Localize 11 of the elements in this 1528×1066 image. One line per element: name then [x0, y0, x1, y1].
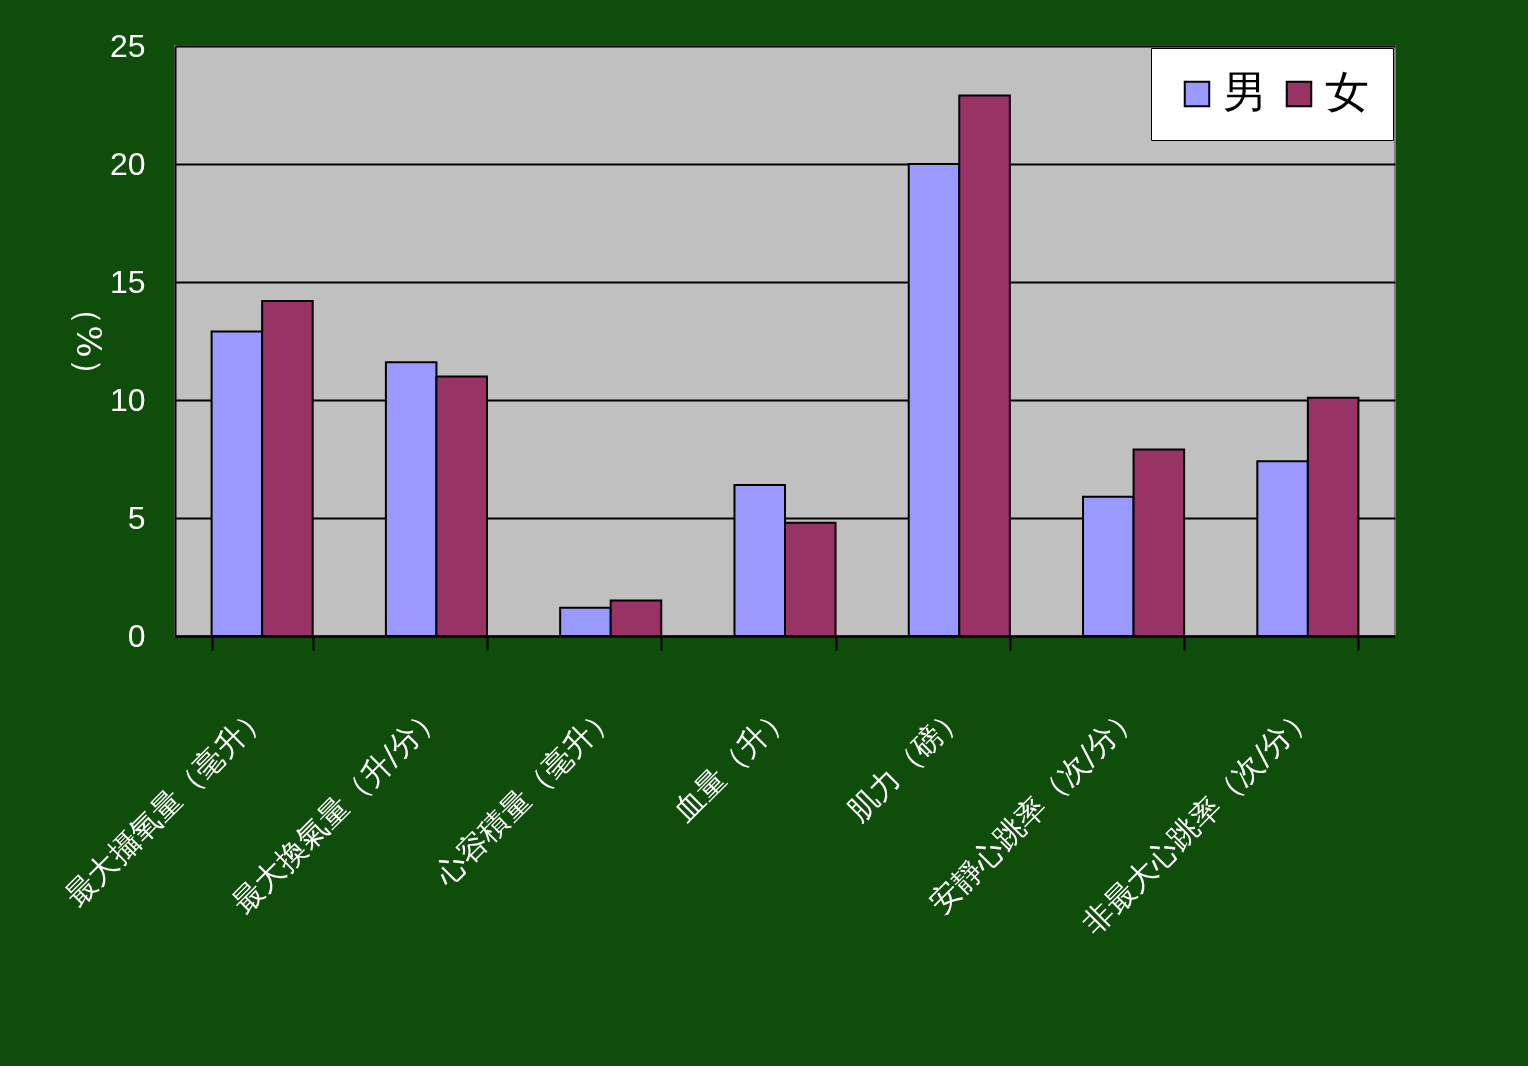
x-tick-label: 血量（升） [666, 697, 797, 828]
y-tick-label: 20 [109, 145, 146, 182]
y-axis-title: （%） [68, 291, 109, 392]
legend-label: 女 [1325, 66, 1369, 117]
x-tick-label: 肌力（磅） [840, 697, 972, 828]
y-tick-label: 0 [127, 617, 146, 654]
y-tick-label: 5 [127, 499, 146, 536]
y-tick-label: 25 [109, 27, 146, 64]
y-tick-label: 15 [109, 263, 146, 300]
y-tick-label: 10 [109, 381, 146, 418]
legend-label: 男 [1223, 66, 1267, 117]
